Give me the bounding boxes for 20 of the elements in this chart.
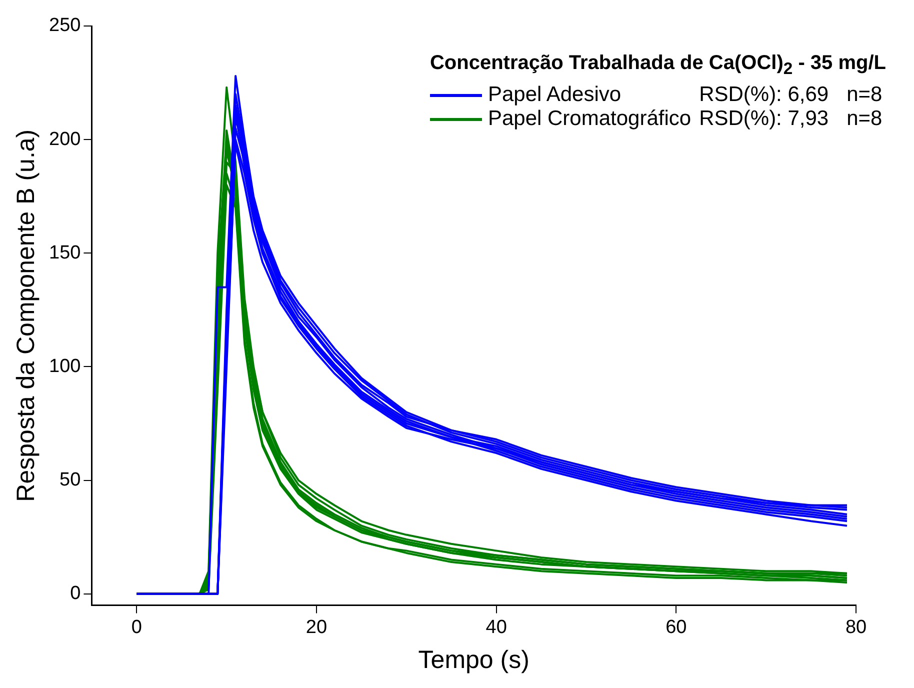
x-tick-label: 60 (666, 616, 687, 638)
annotation: RSD(%): 7,93 (699, 107, 830, 131)
legend-label: Papel Adesivo (488, 83, 622, 107)
y-tick-label: 0 (70, 583, 81, 604)
x-tick-label: 40 (486, 616, 507, 638)
annotation: RSD(%): 6,69 (699, 83, 830, 107)
x-tick-label: 80 (845, 616, 867, 638)
y-tick-label: 50 (60, 470, 81, 491)
annotation: n=8 (846, 107, 882, 131)
y-axis-title: Resposta da Componente B (u.a) (12, 129, 40, 502)
x-axis-title: Tempo (s) (418, 646, 530, 674)
y-tick-label: 100 (49, 356, 81, 377)
x-tick-label: 20 (306, 616, 328, 638)
legend-label: Papel Cromatográfico (488, 107, 692, 131)
y-tick-label: 200 (49, 128, 81, 150)
x-tick-label: 0 (131, 616, 142, 638)
legend-title: Concentração Trabalhada de Ca(OCl)$_{2}$ - 35 mg/L (430, 52, 886, 79)
y-tick-label: 250 (49, 15, 81, 36)
y-tick-label: 150 (49, 242, 81, 264)
annotation: n=8 (846, 83, 882, 107)
